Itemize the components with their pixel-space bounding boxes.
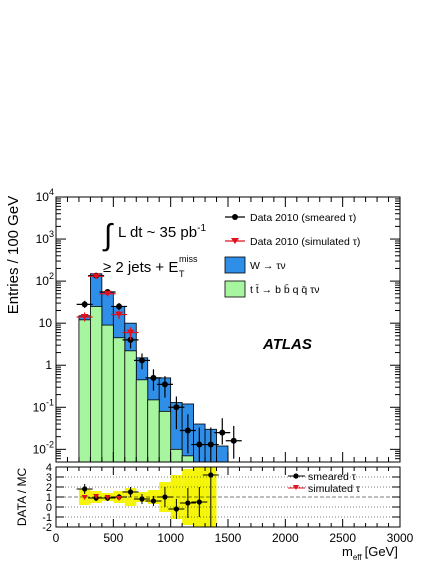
ratio-smeared-point (127, 489, 134, 495)
legend-entry-ttbar: t t̄ → b b̄ q q̄ τν (224, 280, 320, 298)
stacked-histogram (78, 273, 229, 463)
main-x-ticks (55, 197, 401, 462)
x-axis-label: meff [GeV] (342, 544, 398, 562)
histogram-bar-ttbar (90, 306, 103, 463)
legend-entry-simulated: Data 2010 (simulated τ) (225, 236, 360, 248)
atlas-label: ATLAS (262, 336, 312, 353)
main-panel: 10-2 10-1 1 10 102 103 104 Entries / 100 GeV ∫… (5, 187, 401, 463)
ratio-legend: smeared τ simulated τ (288, 471, 361, 495)
ratio-simulated-point (93, 494, 100, 499)
y-tick-label: 102 (36, 271, 54, 288)
smeared-data-point (81, 301, 88, 308)
ratio-y-axis-label: DATA / MC (15, 468, 29, 527)
histogram-bar-ttbar (147, 399, 160, 463)
x-tick-label: 2500 (329, 531, 356, 545)
ratio-points (76, 467, 219, 527)
y-tick-label: 103 (36, 229, 54, 246)
histogram-bar-ttbar (170, 448, 183, 463)
histogram-bar-ttbar (181, 455, 194, 463)
ratio-smeared-point (208, 472, 214, 478)
histogram-bar-ttbar (78, 319, 91, 463)
x-tick-label: 1500 (215, 531, 242, 545)
smeared-data-point (219, 429, 226, 436)
ratio-simulated-point (81, 495, 88, 500)
simulated-data-point (92, 273, 101, 280)
histogram-bar-w (216, 445, 229, 463)
ratio-smeared-point (82, 486, 88, 492)
simulated-data-point (126, 329, 135, 336)
x-tick-label: 1000 (157, 531, 184, 545)
ratio-smeared-point (139, 496, 145, 502)
legend-label-smeared: Data 2010 (smeared τ) (250, 212, 356, 224)
selection-sup: miss (179, 254, 198, 264)
y-tick-label: 1 (45, 358, 52, 372)
smeared-data-point (230, 437, 237, 444)
histogram-bar-ttbar (112, 337, 126, 463)
ratio-y-tick-label: -2 (42, 522, 52, 534)
smeared-data-point (184, 427, 191, 434)
y-tick-label: 10-2 (33, 439, 54, 456)
smeared-data-point (150, 374, 157, 381)
histogram-bar-ttbar (135, 379, 149, 463)
ratio-legend-simulated: simulated τ (308, 483, 361, 495)
histogram-bar-ttbar (158, 410, 172, 463)
lumi-integral-sign: ∫ (102, 219, 114, 252)
simulated-data-point (80, 314, 89, 321)
histogram-bar-ttbar (124, 350, 137, 463)
legend-label-w: W → τν (250, 260, 286, 272)
ratio-legend-smeared: smeared τ (308, 471, 357, 483)
legend: Data 2010 (smeared τ) Data 2010 (simulat… (224, 212, 360, 298)
ratio-x-axis: 0 500 1000 1500 2000 2500 3000 (53, 467, 414, 545)
data-points (76, 272, 242, 462)
lumi-text: L dt ~ 35 pb-1 (118, 223, 206, 241)
x-tick-label: 500 (103, 531, 123, 545)
legend-label-simulated: Data 2010 (simulated τ) (250, 236, 360, 248)
legend-entry-smeared: Data 2010 (smeared τ) (225, 212, 356, 224)
main-y-axis: 10-2 10-1 1 10 102 103 104 (33, 187, 400, 463)
x-tick-label: 2000 (272, 531, 299, 545)
ratio-simulated-point (116, 496, 123, 501)
smeared-data-point (139, 357, 145, 364)
ratio-smeared-point (196, 499, 202, 505)
simulated-data-point (115, 311, 124, 318)
selection-text: ≥ 2 jets + E (103, 259, 178, 276)
ratio-y-tick-label: 3 (46, 472, 52, 484)
smeared-data-point (207, 441, 214, 448)
legend-label-ttbar: t t̄ → b b̄ q q̄ τν (250, 283, 320, 296)
smeared-data-point (161, 381, 168, 388)
y-tick-label: 104 (36, 187, 54, 204)
smeared-data-point (196, 441, 203, 448)
smeared-data-point (116, 303, 123, 310)
ratio-smeared-point (185, 500, 191, 506)
histogram-bar-ttbar (101, 324, 114, 463)
ratio-y-tick-label: -1 (42, 512, 52, 524)
main-y-axis-label: Entries / 100 GeV (5, 196, 22, 314)
ratio-y-tick-label: 0 (46, 502, 52, 514)
y-tick-label: 10 (39, 316, 53, 330)
x-tick-label: 3000 (387, 531, 414, 545)
ratio-simulated-point (104, 495, 111, 500)
y-tick-label: 10-1 (33, 397, 54, 414)
ratio-smeared-point (173, 506, 179, 512)
legend-entry-w: W → τν (224, 256, 286, 274)
ratio-smeared-point (150, 498, 157, 504)
ratio-smeared-point (162, 494, 168, 500)
selection-sub: T (179, 269, 185, 279)
smeared-data-point (173, 404, 180, 411)
simulated-data-point (103, 290, 112, 297)
x-tick-label: 0 (53, 531, 60, 545)
ratio-y-tick-label: 1 (46, 492, 52, 504)
ratio-y-tick-label: 2 (46, 482, 52, 494)
ratio-y-tick-label: 4 (46, 462, 52, 474)
